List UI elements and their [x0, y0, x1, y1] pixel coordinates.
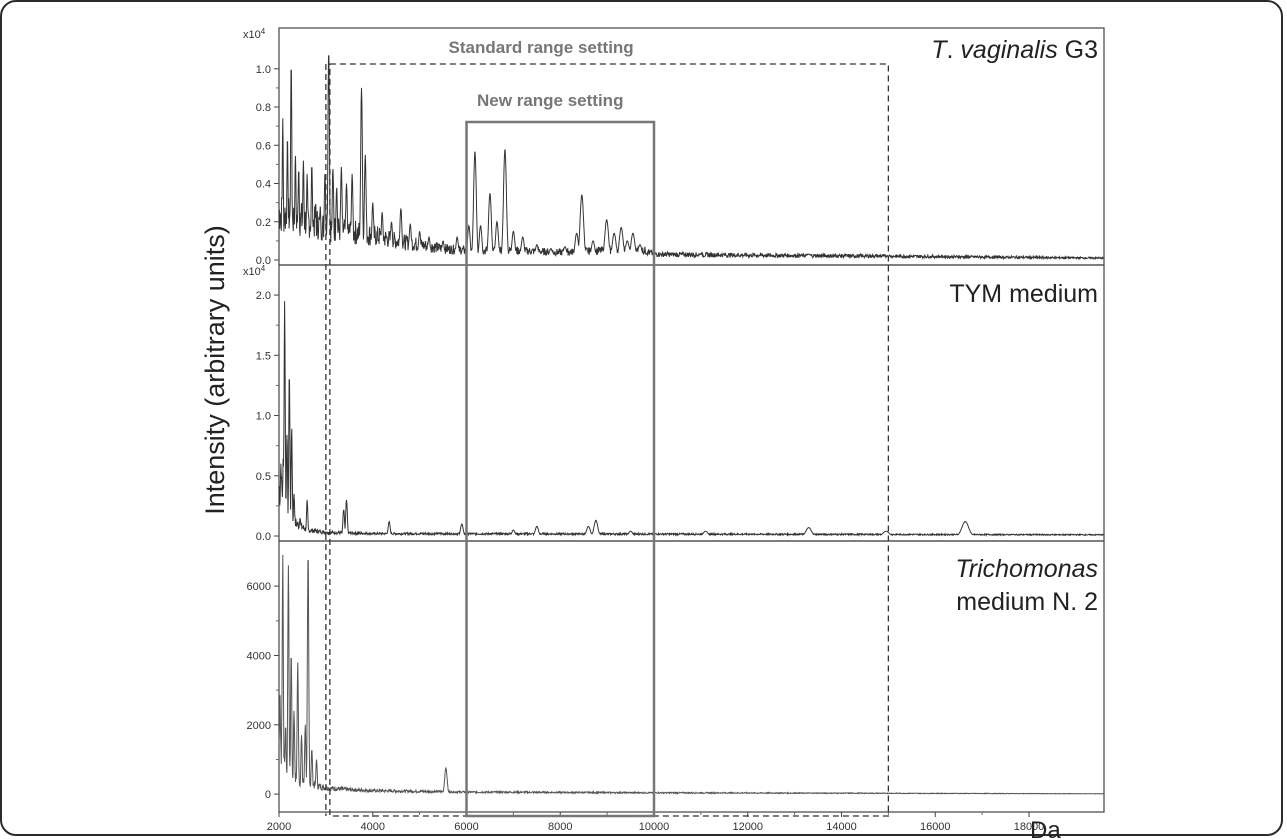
- y-tick-label: 2000: [247, 720, 271, 732]
- y-tick-label: 0.5: [256, 471, 271, 483]
- x-tick-label: 18000: [1014, 821, 1045, 833]
- panel-3: 0 2000 4000 6000 Trichomonas medium N. 2: [247, 540, 1105, 813]
- y-tick-label: 6000: [247, 581, 271, 593]
- y-tick-label: 0.6: [256, 140, 271, 152]
- y-exponent-label: x104: [243, 27, 266, 42]
- y-tick-label: 0.4: [256, 179, 271, 191]
- spectrum-series-2: [278, 301, 1105, 538]
- overlay-layer: 2000 4000 6000 8000 10000 12000 14000 16000 1800…: [267, 38, 1045, 833]
- panel-label: TYM medium: [949, 280, 1098, 308]
- panel-label-part: T: [931, 36, 948, 64]
- x-tick-label: 8000: [548, 821, 572, 833]
- y-tick-label: 0.2: [256, 217, 271, 229]
- y-tick-label: 4000: [247, 650, 271, 662]
- y-tick-label: 0.0: [256, 255, 271, 267]
- x-tick-label: 4000: [361, 821, 385, 833]
- panel-label: T. vaginalis G3: [931, 36, 1098, 64]
- x-tick-label: 12000: [732, 821, 763, 833]
- panel-label-part: vaginalis: [960, 36, 1057, 64]
- spectrum-series-1: [278, 55, 1105, 261]
- x-tick-label: 16000: [920, 821, 951, 833]
- panel-label: Trichomonas: [955, 555, 1098, 583]
- panel-label-line2: medium N. 2: [956, 588, 1098, 616]
- y-axis-label: Intensity (arbitrary units): [200, 225, 230, 515]
- y-tick-label: 2.0: [256, 290, 271, 302]
- y-exponent-power: 4: [261, 264, 266, 273]
- y-exponent-label: x104: [243, 264, 266, 279]
- x-axis-unit-label: Da: [1030, 817, 1061, 840]
- y-tick-label: 0.8: [256, 102, 271, 114]
- panel-label-part: .: [947, 36, 961, 64]
- standard-range-box: [329, 63, 890, 817]
- y-tick-label: 0.0: [256, 531, 271, 543]
- standard-range-label: Standard range setting: [449, 38, 634, 57]
- x-tick-label: 2000: [267, 821, 291, 833]
- y-tick-label: 1.5: [256, 350, 271, 362]
- y-tick-label: 1.0: [256, 64, 271, 76]
- x-tick-label: 14000: [826, 821, 857, 833]
- panel-label-part: TYM medium: [949, 280, 1098, 308]
- y-tick-label: 1.0: [256, 411, 271, 423]
- panel-frame: [278, 540, 1105, 813]
- spectrum-series-3: [278, 554, 1105, 795]
- x-tick-label: 10000: [639, 821, 670, 833]
- y-exponent-power: 4: [261, 27, 266, 36]
- panel-label-part: G3: [1058, 36, 1098, 64]
- x-tick-label: 6000: [454, 821, 478, 833]
- panel-1: 0.0 0.2 0.4 0.6 0.8 1.0 x104 T. vaginalis G3: [243, 27, 1105, 267]
- new-range-box: [465, 120, 656, 818]
- new-range-label: New range setting: [477, 91, 623, 110]
- panel-2: 0.0 0.5 1.0 1.5 2.0 x104 TYM medium: [243, 264, 1105, 543]
- y-tick-label: 0: [265, 789, 271, 801]
